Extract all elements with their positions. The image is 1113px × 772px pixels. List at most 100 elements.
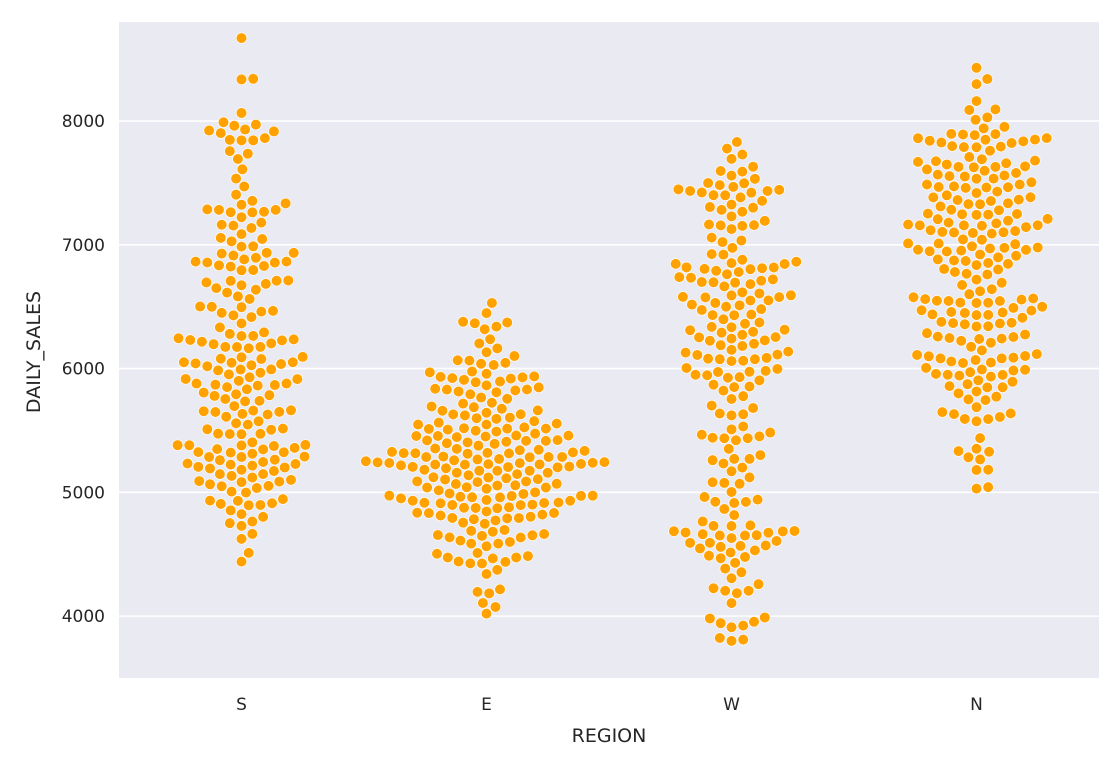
data-point [429,442,441,455]
data-point [471,547,484,559]
data-point [211,443,223,455]
data-point [268,465,280,477]
data-point [721,268,733,280]
data-point [209,379,221,391]
data-point [982,413,994,425]
data-point [976,363,988,376]
data-point [215,353,227,365]
data-point [473,337,485,350]
data-point [982,208,994,221]
data-point [491,502,503,514]
data-point [246,206,258,218]
data-point [974,248,986,261]
data-point [932,169,944,181]
data-point [697,528,709,540]
data-point [509,384,521,396]
data-point [734,540,747,552]
data-point [181,457,194,470]
data-point [725,289,738,302]
data-point [702,353,714,365]
data-point [718,432,730,444]
data-point [273,406,285,418]
data-point [499,357,512,369]
data-point [978,165,991,177]
data-point [420,451,432,463]
data-point [998,169,1011,182]
data-point [938,263,950,275]
data-point [435,509,447,522]
data-point [771,363,784,375]
data-point [235,107,248,119]
data-point [670,258,682,270]
data-point [494,491,506,504]
data-point [709,496,721,508]
data-point [684,537,696,549]
data-point [972,374,984,386]
data-point [987,172,1000,185]
data-point [745,187,757,199]
data-point [424,366,436,379]
data-point [489,601,502,613]
data-point [260,278,272,290]
data-point [500,436,512,448]
data-point [521,383,533,396]
data-point [727,181,739,193]
data-point [933,237,945,250]
data-point [959,318,971,330]
data-point [986,228,998,240]
data-point [759,611,771,624]
data-point [730,434,742,446]
data-point [484,333,496,345]
data-point [183,439,195,451]
x-tick-label: E [481,695,492,715]
data-point [598,456,611,468]
data-point [216,307,228,319]
data-point [528,415,540,427]
data-point [945,355,957,368]
data-point [212,364,224,377]
data-point [208,338,220,350]
data-point [759,334,771,346]
data-point [480,494,493,506]
data-point [468,513,480,525]
data-point [235,199,248,211]
data-point [429,383,441,395]
data-point [737,408,749,420]
data-point [250,284,262,296]
data-point [225,459,237,471]
data-point [575,490,587,502]
data-point [398,447,410,459]
data-point [728,453,740,465]
data-point [235,134,248,146]
data-point [459,409,471,421]
data-point [728,309,740,321]
data-point [480,540,493,552]
data-point [184,334,196,346]
data-point [742,432,754,444]
data-point [464,388,476,400]
data-point [491,564,503,576]
data-point [936,226,948,238]
data-point [921,163,933,176]
data-point [715,339,727,351]
data-point [421,481,433,494]
data-point [500,472,512,484]
data-point [279,461,291,474]
data-point [492,537,504,550]
data-point [992,263,1004,276]
data-point [489,438,501,450]
data-point [1019,328,1031,341]
y-tick-label: 5000 [62,483,105,503]
data-point [192,446,204,458]
data-point [235,351,248,363]
data-point [1006,376,1019,388]
data-point [1015,294,1028,306]
data-point [1002,197,1014,209]
data-points [172,32,1054,647]
data-point [996,369,1009,381]
data-point [739,551,751,563]
data-point [942,369,954,381]
data-point [587,490,599,502]
data-point [515,408,527,420]
